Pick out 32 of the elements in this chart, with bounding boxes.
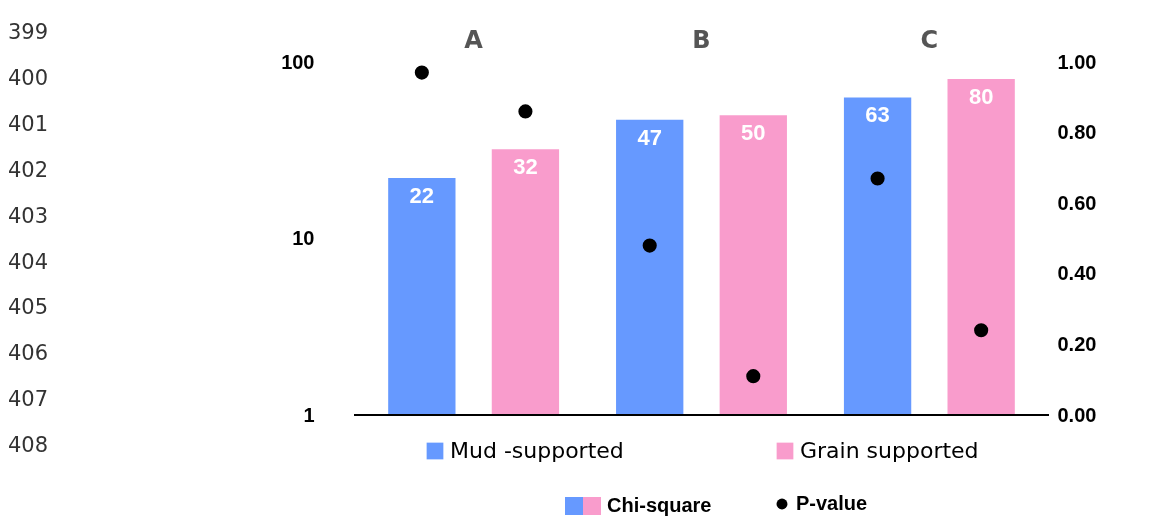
x-tick-label: B [692, 25, 711, 54]
text: 407 [8, 386, 49, 414]
data-label: 22 [409, 183, 435, 209]
y2-tick-label: 0.00 [1057, 403, 1097, 426]
text: 408 [8, 432, 49, 460]
y2-tick-label: 1.00 [1057, 50, 1097, 73]
text: 402 [8, 156, 49, 184]
legend-label: Mud -supported [450, 438, 624, 463]
data-label: 47 [637, 124, 662, 150]
y2-tick-label: 0.40 [1057, 262, 1097, 285]
text: 405 [8, 294, 49, 322]
y2-tick-label: 0.60 [1057, 191, 1097, 214]
text: 403 [8, 202, 49, 230]
legend-label: Grain supported [800, 438, 979, 463]
data-label: 50 [741, 120, 766, 146]
text: 399 [8, 19, 49, 46]
data-label: 32 [513, 154, 538, 180]
x-tick-label: A [464, 25, 484, 54]
y-tick-label: 100 [281, 50, 315, 73]
y2-tick-label: 0.80 [1057, 121, 1097, 144]
text: 400 [8, 64, 49, 92]
data-label: 80 [968, 84, 994, 110]
legend-label: P-value [796, 492, 868, 514]
data-label: 63 [865, 102, 890, 128]
text: 406 [8, 340, 49, 368]
text: Chi-square [607, 494, 712, 517]
text: 404 [8, 248, 49, 276]
y2-tick-label: 0.20 [1057, 332, 1097, 355]
y-tick-label: 10 [292, 227, 315, 249]
x-tick-label: C [920, 25, 939, 54]
text: 401 [8, 110, 49, 138]
y-tick-label: 1 [303, 403, 315, 426]
